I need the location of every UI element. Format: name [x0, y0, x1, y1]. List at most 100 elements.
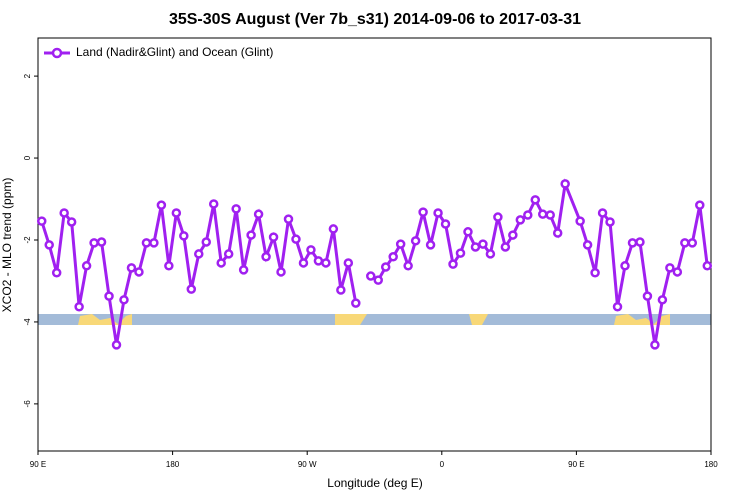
point	[523, 210, 533, 220]
point	[126, 263, 137, 273]
point	[298, 258, 309, 268]
point	[231, 204, 241, 214]
point	[650, 340, 660, 350]
point	[425, 240, 436, 250]
point	[410, 236, 421, 246]
point	[44, 240, 54, 250]
point	[627, 238, 638, 248]
point	[665, 263, 675, 273]
y-tick-label: -2	[23, 236, 32, 244]
y-tick-label: -6	[23, 400, 32, 408]
point	[530, 195, 541, 205]
surface-band	[38, 314, 711, 325]
y-tick-label: -4	[23, 318, 32, 326]
point	[702, 261, 713, 271]
point	[388, 252, 398, 262]
y-axis-label: XCO2 - MLO trend (ppm)	[0, 178, 14, 313]
point	[575, 216, 585, 226]
point	[51, 268, 62, 278]
x-tick-label: 90 E	[30, 460, 46, 469]
point	[470, 242, 481, 252]
point	[261, 252, 271, 262]
point	[545, 210, 555, 220]
point	[59, 208, 69, 218]
point	[612, 302, 623, 312]
point	[321, 258, 331, 268]
point	[246, 230, 256, 240]
point	[455, 248, 466, 258]
point	[306, 245, 316, 255]
point	[96, 237, 107, 247]
x-tick-label: 90 E	[568, 460, 584, 469]
point	[560, 179, 570, 189]
point	[179, 231, 189, 241]
y-tick-label: 2	[23, 73, 32, 78]
point	[403, 261, 413, 271]
legend-marker	[51, 47, 63, 59]
point	[216, 258, 226, 268]
point	[81, 261, 92, 271]
point	[156, 200, 167, 210]
point	[186, 284, 197, 294]
point	[208, 199, 219, 209]
land-patch	[614, 314, 670, 325]
point	[590, 268, 600, 278]
point	[680, 238, 690, 248]
point	[380, 262, 391, 272]
x-tick-label: 180	[166, 460, 180, 469]
point	[418, 207, 428, 217]
point	[620, 261, 630, 271]
legend-label: Land (Nadir&Glint) and Ocean (Glint)	[76, 45, 273, 59]
point	[171, 208, 182, 218]
point	[343, 258, 354, 268]
point	[104, 291, 114, 301]
point	[313, 256, 324, 266]
point	[597, 208, 608, 218]
point	[463, 227, 473, 237]
point	[508, 230, 518, 240]
point	[134, 267, 144, 277]
point	[328, 224, 339, 234]
point	[223, 249, 234, 259]
point	[538, 209, 548, 219]
point	[605, 217, 615, 227]
point	[366, 271, 376, 281]
point	[194, 249, 204, 259]
plot-frame	[37, 37, 712, 452]
point	[111, 340, 122, 350]
point	[351, 298, 361, 308]
point	[164, 261, 174, 271]
x-tick-label: 0	[440, 460, 445, 469]
point	[276, 267, 286, 277]
point	[493, 212, 503, 222]
point	[657, 295, 668, 305]
land-patch	[469, 314, 488, 325]
point	[36, 216, 47, 226]
point	[695, 200, 705, 210]
chart-title: 35S-30S August (Ver 7b_s31) 2014-09-06 t…	[169, 11, 581, 28]
y-tick-label: 0	[23, 155, 32, 160]
x-tick-label: 90 W	[298, 460, 317, 469]
point	[149, 238, 159, 248]
land-patch	[335, 314, 367, 325]
point	[672, 267, 683, 277]
point	[552, 228, 563, 238]
point	[642, 291, 653, 301]
point	[433, 208, 443, 218]
point	[201, 237, 211, 247]
point	[119, 295, 129, 305]
point	[238, 265, 249, 275]
point	[89, 238, 99, 248]
point	[515, 215, 526, 225]
point	[395, 239, 406, 249]
point	[448, 259, 458, 269]
point	[268, 232, 279, 242]
point	[485, 249, 496, 259]
point	[440, 219, 451, 229]
point	[141, 238, 152, 248]
point	[635, 237, 645, 247]
x-axis-label: Longitude (deg E)	[327, 476, 422, 490]
point	[373, 275, 383, 285]
